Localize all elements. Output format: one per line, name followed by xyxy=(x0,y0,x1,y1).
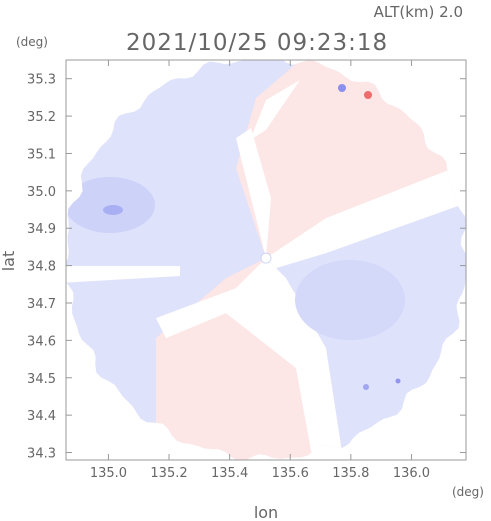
zero-band-north xyxy=(236,128,271,259)
x-tick-label: 136.0 xyxy=(393,466,430,481)
x-tick-label: 135.0 xyxy=(90,466,127,481)
darker-approaching-east xyxy=(295,260,405,340)
no-data-wedge-west xyxy=(66,266,180,283)
y-tick-label: 35.3 xyxy=(27,73,56,88)
x-tick-label: 135.6 xyxy=(272,466,309,481)
y-unit-label: (deg) xyxy=(16,35,48,49)
y-tick-label: 35.2 xyxy=(27,110,56,125)
y-tick-label: 34.7 xyxy=(27,297,56,312)
strong-receding-cell xyxy=(364,91,372,99)
no-data-notch xyxy=(250,80,300,140)
x-tick-label: 135.4 xyxy=(211,466,248,481)
y-tick-label: 35.0 xyxy=(27,185,56,200)
strong-approaching-cell-south2 xyxy=(395,378,401,384)
timestamp-title: 2021/10/25 09:23:18 xyxy=(126,30,388,56)
strong-approaching-cell xyxy=(338,84,346,92)
y-tick-label: 34.8 xyxy=(27,260,56,275)
y-tick-label: 35.1 xyxy=(27,147,56,162)
x-tick-label: 135.2 xyxy=(150,466,187,481)
strong-approaching-cell-south xyxy=(363,384,369,390)
y-tick-label: 34.9 xyxy=(27,222,56,237)
x-tick-label: 135.8 xyxy=(332,466,369,481)
x-tick-labels: 135.0 135.2 135.4 135.6 135.8 136.0 xyxy=(90,466,430,481)
zero-band-east xyxy=(266,163,466,269)
altitude-label: ALT(km) 2.0 xyxy=(374,3,463,21)
y-tick-label: 34.3 xyxy=(27,447,56,462)
plot-frame xyxy=(65,59,467,461)
radar-site-marker xyxy=(260,252,272,264)
x-axis-ticks xyxy=(107,60,412,460)
y-tick-labels: 34.3 34.4 34.5 34.6 34.7 34.8 34.9 35.0 35.1 35.2… xyxy=(27,73,56,462)
no-data-top-left xyxy=(66,60,120,155)
y-tick-label: 34.4 xyxy=(27,409,56,424)
x-axis-label: lon xyxy=(254,503,278,521)
x-unit-label: (deg) xyxy=(452,485,484,499)
y-tick-label: 34.6 xyxy=(27,334,56,349)
y-axis-ticks xyxy=(66,78,466,454)
y-tick-label: 34.5 xyxy=(27,372,56,387)
darker-approaching-spot xyxy=(103,205,123,215)
y-axis-label: lat xyxy=(0,251,18,272)
darker-approaching-west xyxy=(66,177,155,233)
